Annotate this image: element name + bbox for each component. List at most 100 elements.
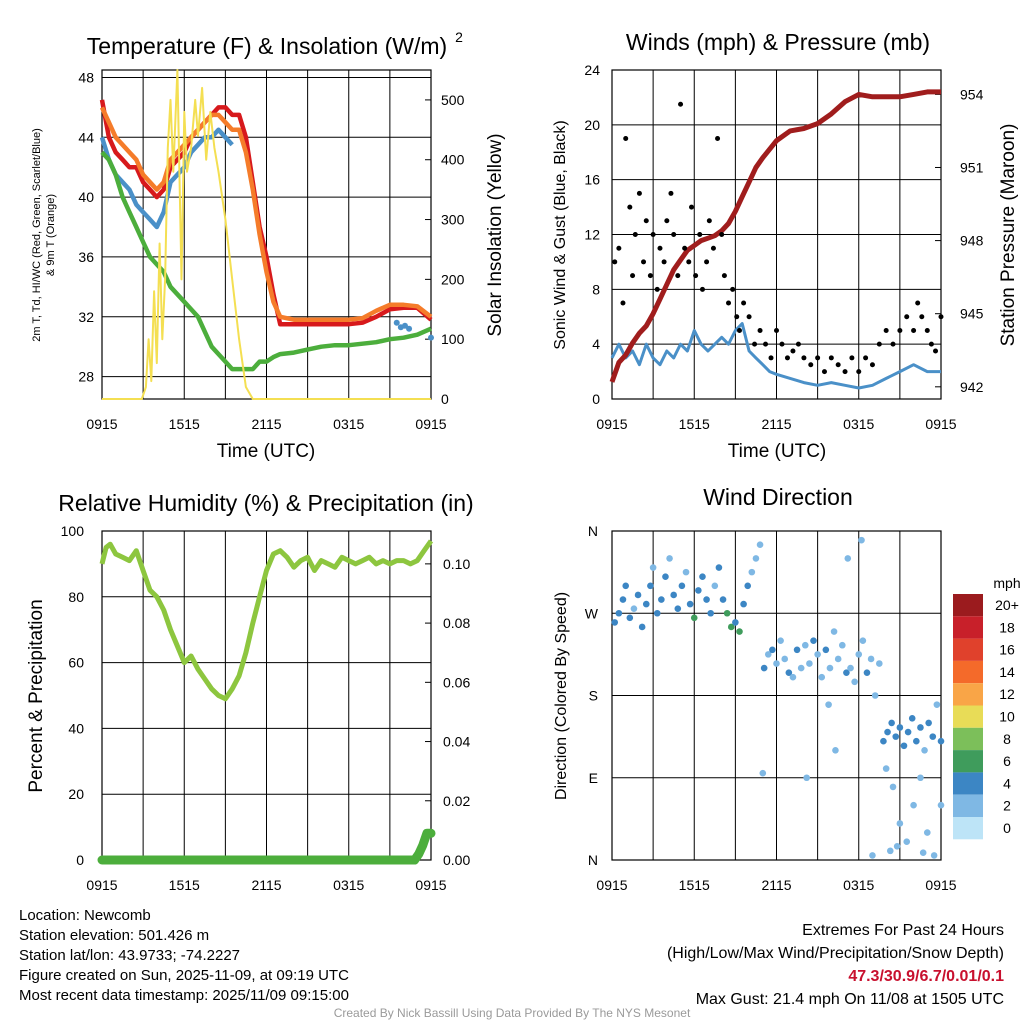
- wind-ytick-label: 8: [592, 281, 600, 297]
- wind-gust-point: [741, 300, 747, 306]
- wdir-point: [822, 646, 830, 654]
- wdir-point: [690, 614, 698, 622]
- rh-y2tick-label: 0.04: [443, 734, 470, 750]
- wind-ytick-label: 0: [592, 391, 600, 407]
- wind-gust-point: [779, 341, 785, 347]
- wdir-point: [832, 747, 839, 754]
- wdir-point: [886, 847, 894, 855]
- wind-gust-point: [647, 273, 653, 279]
- wind-gust-point: [664, 218, 670, 224]
- wind-gust-point: [890, 341, 896, 347]
- wdir-ytick-label: E: [589, 770, 598, 786]
- wind-gust-point: [736, 327, 742, 333]
- wdir-legend-label: 14: [999, 664, 1015, 680]
- wdir-point: [851, 678, 858, 686]
- wind-gust-point: [636, 190, 642, 196]
- rh-ytick-label: 20: [68, 786, 84, 802]
- station-info: Location: Newcomb Station elevation: 501…: [19, 906, 349, 1006]
- wind-y2tick-label: 948: [960, 233, 984, 249]
- wind-gust-point: [682, 245, 688, 251]
- wdir-point: [781, 655, 789, 663]
- wind-gust-point: [808, 362, 814, 368]
- wdir-point: [670, 591, 677, 599]
- wdir-point: [917, 774, 924, 782]
- wind-gust-point: [752, 341, 758, 347]
- wdir-point: [752, 555, 760, 562]
- temp-ytick-label: 44: [78, 129, 94, 145]
- wdir-point: [611, 619, 619, 626]
- wdir-legend-label: 20+: [995, 597, 1019, 613]
- wdir-point: [773, 660, 780, 667]
- rh-xtick-label: 2115: [251, 877, 281, 893]
- temp-series-solar-insolation: [102, 69, 431, 400]
- wdir-legend-label: 8: [1003, 731, 1011, 747]
- temp-xtick-label: 2115: [251, 416, 281, 432]
- wind-gust-point: [849, 355, 855, 361]
- wdir-point: [682, 568, 690, 576]
- wdir-legend-swatch: [953, 616, 983, 639]
- wdir-legend-label: 16: [999, 642, 1015, 658]
- rh-y2tick-label: 0.02: [443, 793, 470, 809]
- wdir-point: [736, 628, 743, 635]
- temp-series-2m-td: [100, 150, 432, 372]
- temp-series-2m-t: [99, 99, 433, 327]
- wdir-point: [867, 655, 875, 663]
- wind-ytick-label: 12: [584, 227, 600, 243]
- temp-xtick-label: 0315: [333, 416, 364, 432]
- wdir-point: [647, 582, 654, 590]
- wdir-point: [740, 600, 747, 608]
- temp-y2tick-label: 500: [441, 92, 465, 108]
- wind-gust-point: [668, 190, 674, 196]
- wdir-point: [806, 660, 813, 667]
- wind-y2tick-label: 954: [960, 86, 984, 102]
- wdir-point: [626, 614, 634, 622]
- wdir-point: [869, 852, 876, 859]
- wdir-point: [888, 719, 895, 727]
- wdir-legend-swatch: [953, 594, 983, 617]
- extremes-block: Extremes For Past 24 Hours (High/Low/Max…: [667, 919, 1004, 1011]
- wdir-point: [830, 628, 838, 635]
- wdir-point: [756, 541, 764, 549]
- temp-ytick-label: 28: [78, 369, 94, 385]
- wdir-point: [880, 737, 887, 745]
- wdir-point: [642, 600, 650, 608]
- wdir-point: [858, 536, 865, 544]
- wdir-point: [630, 605, 638, 612]
- wdir-ytick-label: W: [585, 605, 599, 621]
- temp-y2tick-label: 0: [441, 391, 449, 407]
- wdir-point: [638, 623, 646, 631]
- wdir-point: [732, 619, 739, 626]
- temp-ytick-label: 40: [78, 189, 94, 205]
- wind-series-station-pressure: [609, 89, 941, 383]
- wind-gust-point: [627, 204, 633, 210]
- wdir-point: [892, 733, 900, 740]
- temp-xtick-label: 1515: [169, 416, 200, 432]
- wdir-xtick-label: 0915: [925, 877, 956, 893]
- wind-gust-point: [863, 355, 869, 361]
- wdir-point: [825, 701, 832, 708]
- wdir-point: [727, 623, 735, 631]
- wdir-point: [785, 669, 793, 676]
- wdir-point: [910, 801, 917, 809]
- wind-gust-point: [828, 355, 834, 361]
- wdir-point: [760, 664, 768, 672]
- credit-text: Created By Nick Bassill Using Data Provi…: [333, 1006, 691, 1020]
- wdir-point: [797, 664, 805, 672]
- wdir-point: [826, 664, 834, 672]
- wind-gust-point: [815, 355, 821, 361]
- rh-ylabel: Percent & Precipitation: [26, 599, 47, 792]
- wind-ytick-label: 20: [584, 117, 600, 133]
- wind-gust-point: [650, 232, 656, 237]
- wdir-point: [759, 769, 767, 777]
- temp-xtick-label: 0915: [415, 416, 446, 432]
- wdir-point: [674, 605, 682, 612]
- wind-gust-point: [710, 245, 716, 251]
- wdir-point: [855, 651, 863, 658]
- temp-hiwc-dot: [401, 322, 408, 329]
- created-text: Figure created on Sun, 2025-11-09, at 09…: [19, 967, 349, 984]
- wdir-legend-label: 12: [999, 686, 1015, 702]
- wdir-point: [896, 724, 904, 731]
- wind-gust-point: [924, 327, 930, 333]
- wind-gust-point: [686, 259, 692, 265]
- wdir-point: [843, 669, 850, 676]
